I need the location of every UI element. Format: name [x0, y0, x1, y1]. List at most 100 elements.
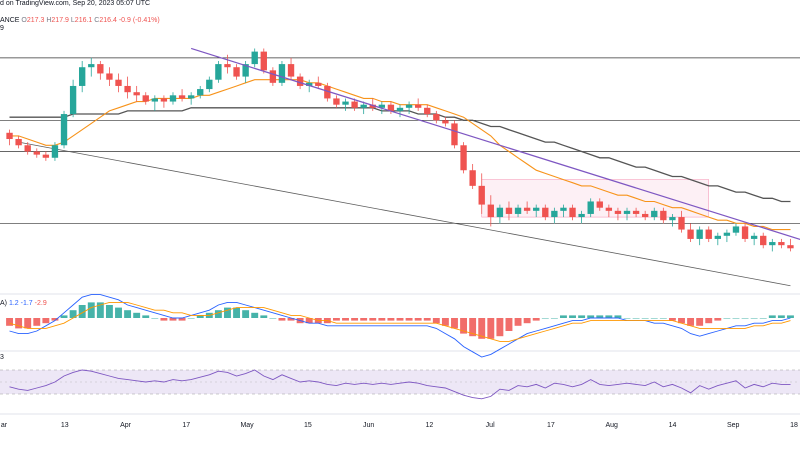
candle-body [732, 226, 740, 233]
candle-body [560, 207, 567, 211]
candle [460, 142, 467, 174]
macd-histogram-bar [705, 318, 713, 324]
candle [424, 104, 431, 118]
candle-body [88, 64, 95, 68]
candle [242, 60, 249, 83]
x-tick-label: May [240, 422, 254, 429]
candle-body [60, 114, 68, 146]
candle [315, 76, 322, 90]
candle [260, 48, 267, 74]
candle-body [342, 101, 349, 105]
candle [533, 204, 540, 218]
candle [442, 117, 449, 127]
candle [115, 73, 122, 93]
candle-body [405, 104, 413, 108]
candle-body [387, 104, 395, 111]
macd-line [9, 294, 791, 358]
macd-histogram-bar [687, 318, 695, 326]
macd-histogram-bar [260, 315, 268, 318]
candle [215, 60, 222, 83]
candle-body [496, 207, 504, 218]
macd-histogram-bar [15, 318, 23, 329]
x-tick-label: Jul [486, 422, 495, 429]
candle [269, 67, 277, 86]
candle-body [215, 64, 222, 80]
candle [542, 204, 549, 221]
high-value: 217.9 [51, 17, 69, 24]
published-text: d on TradingView.com, Sep 20, 2023 05:07… [0, 0, 151, 7]
candle [478, 173, 485, 214]
macd-histogram-bar [623, 318, 631, 319]
macd-legend-value-1: 1.2 [8, 300, 19, 307]
header-line-3: 9 [0, 25, 4, 32]
candle [206, 76, 213, 93]
candle [333, 95, 340, 108]
candle [651, 207, 658, 221]
candle-body [632, 210, 640, 214]
candle [641, 210, 649, 221]
candle-body [487, 204, 494, 218]
candle [69, 79, 77, 118]
macd-histogram-bar [787, 315, 794, 318]
candle-body [741, 226, 749, 239]
candle [632, 207, 640, 218]
macd-histogram-bar [723, 318, 731, 319]
change-value: -0.9 (-0.41%) [118, 17, 160, 24]
macd-histogram-bar [496, 318, 504, 337]
candle-body [760, 235, 767, 246]
candle [342, 98, 349, 111]
high-label: H [46, 17, 52, 24]
macd-legend-value-2: -1.7 [20, 300, 33, 307]
x-tick-label: 18 [790, 422, 798, 429]
macd-histogram-bar [668, 318, 676, 321]
macd-histogram-bar [678, 318, 685, 324]
macd-histogram-bar [759, 318, 767, 319]
macd-histogram-bar [532, 318, 540, 321]
candle [469, 164, 476, 189]
macd-histogram-bar [605, 315, 613, 318]
macd-histogram-bar [60, 315, 68, 318]
candle [696, 226, 703, 246]
macd-histogram-bar [69, 310, 77, 318]
close-value: 216.4 [99, 17, 117, 24]
header-line-1: d on TradingView.com, Sep 20, 2023 05:07… [0, 0, 150, 7]
macd-histogram-bar [714, 318, 722, 321]
candle [160, 95, 168, 108]
macd-histogram-bar [696, 318, 704, 326]
macd-histogram-bar [287, 318, 295, 321]
candle [623, 207, 631, 221]
macd-histogram-bar [432, 318, 440, 324]
candle [278, 60, 286, 86]
candle-body [769, 242, 776, 246]
candle-body [287, 64, 295, 77]
candle-body [533, 207, 540, 211]
macd-histogram-bar [387, 318, 395, 321]
candle-body [678, 217, 685, 230]
candle-body [451, 123, 458, 146]
candle-body [187, 95, 195, 99]
candle-body [514, 207, 522, 214]
candle-body [160, 98, 168, 102]
macd-histogram-bar [305, 318, 313, 324]
candle [178, 89, 186, 102]
candle [296, 73, 304, 90]
candle-body [6, 132, 13, 140]
macd-histogram-bar [732, 318, 740, 319]
candle-body [151, 98, 159, 102]
macd-histogram-bar [514, 318, 522, 326]
macd-histogram-bar [233, 307, 241, 318]
low-label: L [70, 17, 75, 24]
candle-body [42, 154, 50, 158]
macd-histogram-bar [587, 315, 595, 318]
candle [133, 85, 140, 102]
candle-body [233, 67, 240, 77]
candle-body [705, 229, 712, 239]
macd-legend: A) 1.2 -1.7 -2.9 [0, 300, 47, 307]
candle-body [578, 213, 585, 218]
macd-histogram-bar [632, 318, 640, 319]
x-tick-label: Sep [727, 422, 740, 429]
candle [660, 207, 667, 224]
candle-body [197, 89, 204, 96]
candle-body [623, 210, 631, 214]
